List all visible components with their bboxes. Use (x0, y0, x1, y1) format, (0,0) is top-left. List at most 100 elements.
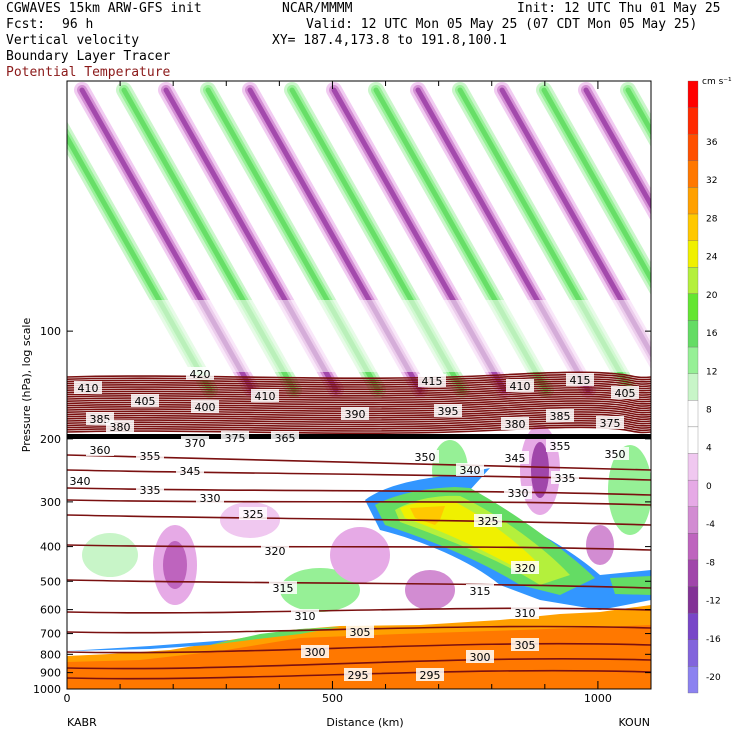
x-tick-label: 1000 (584, 692, 612, 705)
y-tick-label: 500 (40, 575, 61, 588)
theta-label: 415 (570, 374, 591, 387)
theta-label-bg (611, 386, 639, 399)
theta-label-bg (301, 645, 329, 658)
field-tracer: Boundary Layer Tracer (6, 49, 171, 64)
theta-label: 315 (273, 582, 294, 595)
colorbar-label: 4 (706, 444, 712, 454)
theta-contour (67, 397, 651, 406)
forecast-hour: 96 h (62, 17, 94, 32)
colorbar-swatch (687, 426, 699, 454)
colorbar-swatch (687, 666, 699, 694)
theta-label-bg (511, 606, 539, 619)
theta-contour (67, 642, 651, 654)
theta-label-bg (136, 449, 164, 462)
theta-label-bg (191, 400, 219, 413)
colorbar-label: 32 (706, 176, 717, 186)
theta-contour (67, 422, 651, 430)
theta-label: 370 (185, 437, 206, 450)
theta-label-bg (181, 436, 209, 449)
colorbar-swatch (687, 80, 699, 108)
theta-label-bg (416, 668, 444, 681)
theta-label-bg (196, 491, 224, 504)
theta-label: 375 (600, 417, 621, 430)
theta-label-bg (261, 544, 289, 557)
theta-label-bg (221, 431, 249, 444)
theta-label: 330 (508, 487, 529, 500)
theta-label-bg (434, 404, 462, 417)
theta-contour (67, 413, 651, 421)
colorbar-swatch (687, 240, 699, 268)
theta-label: 295 (348, 669, 369, 682)
x-tick-label: 0 (64, 692, 71, 705)
theta-contour (67, 544, 651, 551)
colorbar-swatch (687, 267, 699, 295)
theta-label: 305 (515, 639, 536, 652)
theta-contour (67, 424, 651, 432)
colorbar-label: 16 (706, 329, 718, 339)
theta-label: 340 (460, 464, 481, 477)
theta-label-bg (411, 450, 439, 463)
theta-label-bg (466, 650, 494, 663)
colorbar-swatch (687, 533, 699, 561)
y-axis-title: Pressure (hPa), log scale (20, 318, 33, 453)
theta-label: 410 (510, 380, 531, 393)
theta-contour (67, 657, 651, 670)
theta-contour (67, 426, 651, 434)
theta-label: 345 (180, 465, 201, 478)
colorbar-swatch (687, 400, 699, 428)
theta-label-bg (67, 474, 94, 487)
colorbar-swatch (687, 187, 699, 215)
theta-label: 410 (255, 390, 276, 403)
theta-label: 315 (470, 585, 491, 598)
theta-label-bg (511, 638, 539, 651)
colorbar-swatch (687, 639, 699, 667)
theta-contour (67, 395, 651, 404)
theta-label-bg (344, 668, 372, 681)
x-axis-title: Distance (km) (326, 716, 403, 729)
colorbar-swatch (687, 586, 699, 614)
colorbar-swatch (687, 293, 699, 321)
theta-label-bg (506, 379, 534, 392)
theta-contour (67, 499, 651, 506)
theta-label-bg (501, 451, 529, 464)
y-tick-label: 700 (40, 628, 61, 641)
theta-contour (67, 415, 651, 423)
theta-label: 395 (438, 405, 459, 418)
colorbar-label: 0 (706, 482, 712, 492)
theta-contour (67, 373, 651, 382)
colorbar-label: 20 (706, 291, 718, 301)
theta-label: 310 (295, 610, 316, 623)
theta-label-bg (456, 463, 484, 476)
colorbar-swatch (687, 479, 699, 507)
theta-label: 325 (478, 515, 499, 528)
theta-contour (67, 579, 651, 589)
theta-label: 320 (515, 562, 536, 575)
theta-label: 385 (90, 413, 111, 426)
theta-label-bg (106, 420, 134, 433)
theta-label-bg (474, 514, 502, 527)
theta-label: 375 (225, 432, 246, 445)
y-tick-label: 600 (40, 604, 61, 617)
theta-label-bg (504, 486, 532, 499)
theta-contour (67, 380, 651, 388)
theta-label: 360 (90, 444, 111, 457)
theta-label-bg (566, 373, 594, 386)
theta-label-bg (511, 561, 539, 574)
theta-label-bg (269, 581, 297, 594)
theta-label-bg (341, 407, 369, 420)
theta-label-bg (501, 417, 529, 430)
theta-label-bg (176, 464, 204, 477)
theta-label-bg (546, 439, 574, 452)
colorbar-label: -4 (706, 520, 715, 530)
colorbar-swatch (687, 160, 699, 188)
theta-label: 340 (70, 475, 91, 488)
valid-time: Valid: 12 UTC Mon 05 May 25 (07 CDT Mon … (306, 17, 698, 32)
colorbar-swatch (687, 559, 699, 587)
theta-label-bg (601, 447, 629, 460)
theta-label: 335 (140, 484, 161, 497)
colorbar-swatch (687, 506, 699, 534)
forecast-label: Fcst: (6, 17, 46, 32)
theta-label: 345 (505, 452, 526, 465)
colorbar-label: -12 (706, 597, 721, 607)
